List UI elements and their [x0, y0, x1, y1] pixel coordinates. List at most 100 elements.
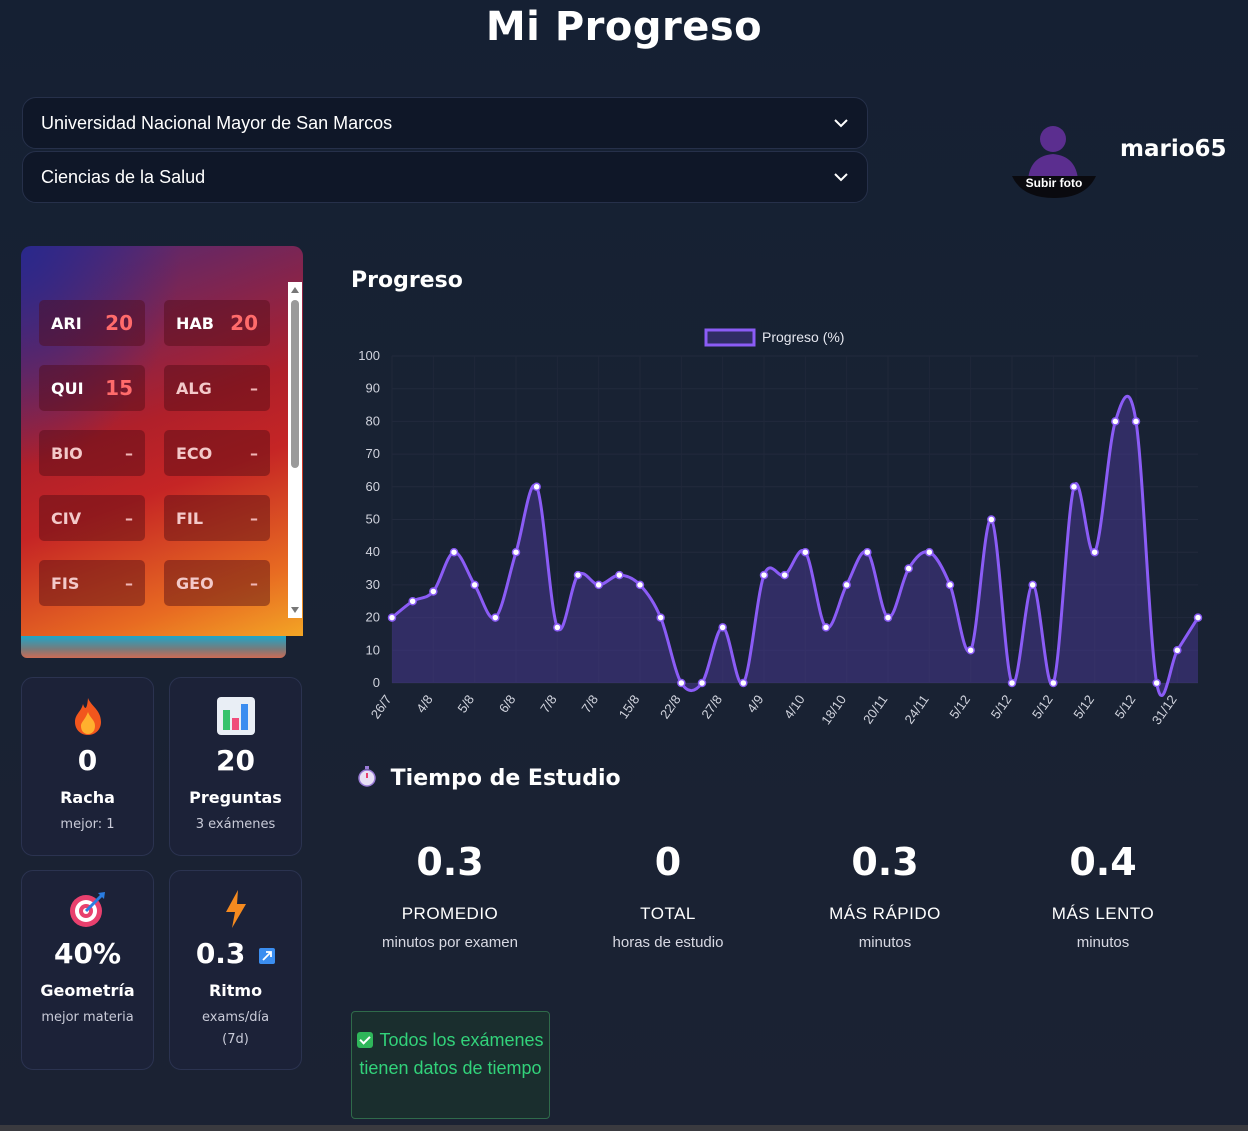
y-tick-label: 10 [366, 642, 380, 657]
subject-code: CIV [51, 508, 82, 528]
x-tick-label: 7/8 [578, 692, 601, 715]
bottom-strip [0, 1125, 1248, 1131]
time-stat-average: 0.3 PROMEDIO minutos por examen [350, 840, 550, 951]
y-tick-label: 60 [366, 479, 380, 494]
y-tick-label: 50 [366, 512, 380, 527]
chevron-down-icon [834, 119, 848, 128]
time-stat-value: 0.3 [851, 840, 919, 884]
x-tick-label: 4/8 [413, 692, 436, 715]
data-point [842, 580, 851, 590]
x-tick-label: 26/7 [368, 692, 395, 721]
subject-score: – [250, 443, 258, 463]
data-point [656, 613, 665, 622]
subject-code: BIO [51, 443, 83, 463]
x-tick-label: 24/11 [901, 692, 931, 726]
best-subject-sub: mejor materia [41, 1010, 134, 1025]
x-tick-label: 4/10 [781, 692, 808, 721]
time-stat-sub: minutos por examen [382, 934, 518, 951]
data-point [677, 678, 686, 688]
x-tick-label: 31/12 [1149, 692, 1180, 727]
data-point [759, 570, 769, 580]
time-stat-label: PROMEDIO [401, 904, 499, 923]
x-tick-label: 15/8 [616, 692, 643, 721]
chevron-down-icon [834, 173, 848, 182]
subject-code: ARI [51, 313, 82, 333]
time-stat-sub: minutos [1076, 934, 1130, 951]
subject-score: – [125, 573, 133, 593]
data-point [801, 547, 810, 557]
subject-chip-bio[interactable]: BIO – [39, 430, 145, 476]
subject-chip-geo[interactable]: GEO – [164, 560, 270, 606]
subject-score: – [250, 378, 258, 398]
check-icon [357, 1032, 374, 1048]
data-point [573, 570, 583, 580]
time-stat-label: TOTAL [640, 904, 696, 923]
subject-score: – [125, 508, 133, 528]
series-area [392, 396, 1198, 696]
data-point [863, 547, 872, 557]
y-tick-label: 40 [366, 544, 380, 559]
fire-icon [74, 698, 101, 735]
time-stat-label: MÁS RÁPIDO [829, 904, 941, 923]
subject-score: – [250, 573, 258, 593]
subject-chip-ari[interactable]: ARI 20 [39, 300, 145, 346]
data-point [1131, 417, 1141, 426]
x-tick-label: 22/8 [657, 692, 684, 721]
streak-value: 0 [77, 744, 98, 777]
x-tick-label: 5/12 [1070, 692, 1097, 721]
data-point [429, 587, 438, 596]
subject-code: ECO [176, 443, 213, 463]
subject-score: – [125, 443, 133, 463]
subject-code: QUI [51, 378, 84, 398]
data-point [697, 678, 707, 688]
data-point [449, 547, 459, 557]
x-tick-label: 6/8 [496, 692, 519, 715]
y-tick-label: 80 [366, 413, 380, 428]
subject-chip-fil[interactable]: FIL – [164, 495, 270, 541]
subject-chip-hab[interactable]: HAB 20 [164, 300, 270, 346]
data-point [925, 547, 934, 557]
x-tick-label: 4/9 [744, 692, 767, 715]
avatar-upload[interactable]: Subir foto [1012, 118, 1096, 198]
data-point [987, 515, 996, 524]
data-point [635, 580, 645, 590]
y-tick-label: 0 [373, 675, 380, 690]
area-select[interactable]: Ciencias de la Salud [22, 151, 868, 203]
stopwatch-icon [358, 766, 376, 787]
data-point [821, 623, 831, 632]
scroll-down-icon[interactable] [291, 607, 299, 613]
trend-up-icon [259, 948, 276, 964]
data-point [780, 570, 789, 580]
subjects-scrollbar[interactable] [288, 282, 302, 618]
subject-score: 20 [105, 311, 133, 335]
data-point [408, 597, 417, 606]
upload-photo-label: Subir foto [1025, 176, 1083, 190]
university-select[interactable]: Universidad Nacional Mayor de San Marcos [22, 97, 868, 149]
scroll-thumb[interactable] [291, 300, 299, 468]
legend-label: Progreso (%) [762, 329, 844, 345]
subject-chip-eco[interactable]: ECO – [164, 430, 270, 476]
pace-label: Ritmo [208, 981, 263, 1000]
data-point [739, 678, 748, 688]
progress-chart: 0 10 20 30 40 50 60 70 80 90 100 26/7 4/8 5/8 6/8 7/8 7/… [340, 318, 1220, 748]
subject-chip-qui[interactable]: QUI 15 [39, 365, 145, 411]
subject-chip-fis[interactable]: FIS – [39, 560, 145, 606]
x-tick-label: 5/12 [1029, 692, 1056, 721]
x-tick-label: 5/12 [946, 692, 973, 721]
scroll-up-icon[interactable] [291, 287, 299, 293]
pace-sub-period: (7d) [222, 1032, 249, 1047]
questions-card: 20 Preguntas 3 exámenes [169, 677, 302, 856]
time-stat-value: 0.3 [416, 840, 484, 884]
page-title: Mi Progreso [485, 4, 763, 50]
pace-card: 0.3 Ritmo exams/día (7d) [169, 870, 302, 1070]
study-time-header: Tiempo de Estudio [357, 765, 621, 791]
y-tick-label: 20 [366, 610, 380, 625]
data-point [491, 613, 500, 622]
data-point [1173, 646, 1182, 655]
subject-chip-alg[interactable]: ALG – [164, 365, 270, 411]
subject-chip-civ[interactable]: CIV – [39, 495, 145, 541]
study-time-title: Tiempo de Estudio [390, 766, 621, 791]
x-tick-label: 5/12 [988, 692, 1015, 721]
subject-score: – [250, 508, 258, 528]
streak-card: 0 Racha mejor: 1 [21, 677, 154, 856]
